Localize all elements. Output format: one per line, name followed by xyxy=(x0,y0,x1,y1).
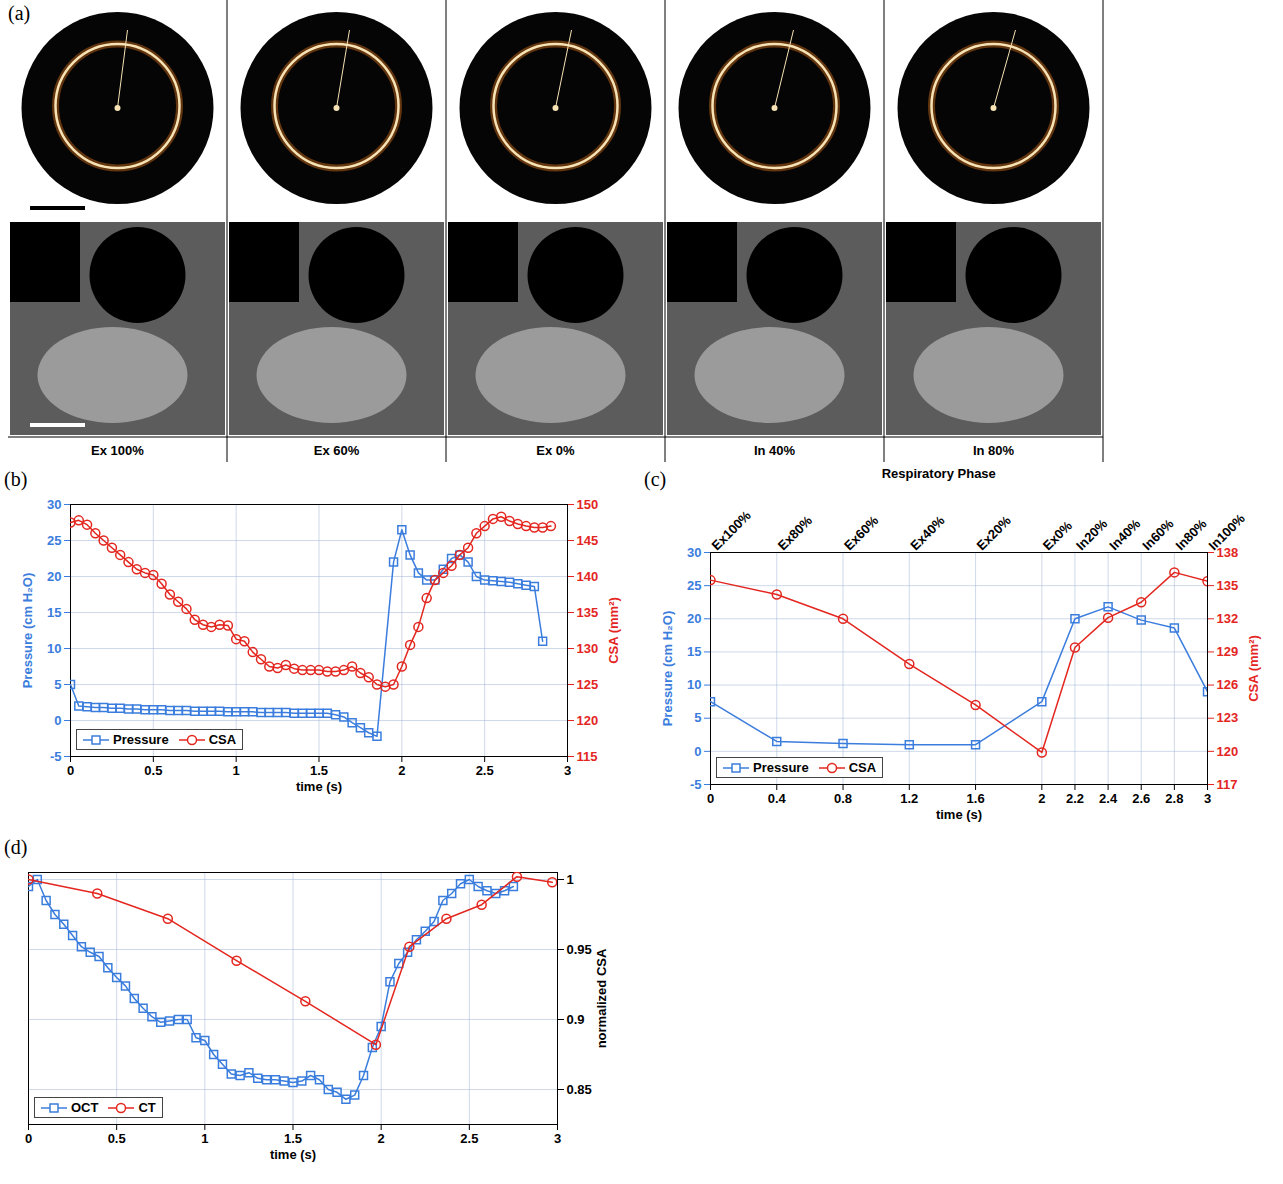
svg-text:In100%: In100% xyxy=(1206,511,1249,554)
svg-text:1.5: 1.5 xyxy=(310,763,328,778)
svg-text:time (s): time (s) xyxy=(296,779,342,794)
html-text:CSA: CSA xyxy=(208,732,237,747)
html-text:CSA: CSA xyxy=(848,760,877,775)
svg-text:0: 0 xyxy=(707,791,714,806)
svg-text:In 80%: In 80% xyxy=(973,443,1015,458)
svg-text:15: 15 xyxy=(687,644,701,659)
svg-text:In40%: In40% xyxy=(1106,516,1143,553)
svg-text:3: 3 xyxy=(554,1131,561,1146)
svg-text:1.5: 1.5 xyxy=(284,1131,302,1146)
svg-text:3: 3 xyxy=(564,763,571,778)
svg-text:0: 0 xyxy=(25,1131,32,1146)
svg-text:2.2: 2.2 xyxy=(1066,791,1084,806)
svg-text:20: 20 xyxy=(47,569,61,584)
svg-text:2.8: 2.8 xyxy=(1165,791,1183,806)
svg-text:0.5: 0.5 xyxy=(144,763,162,778)
svg-text:30: 30 xyxy=(47,497,61,512)
svg-text:0.85: 0.85 xyxy=(567,1082,592,1097)
svg-text:Ex0%: Ex0% xyxy=(1040,518,1075,553)
svg-text:Ex80%: Ex80% xyxy=(775,513,816,554)
svg-text:145: 145 xyxy=(577,533,599,548)
svg-text:5: 5 xyxy=(54,677,61,692)
svg-text:125: 125 xyxy=(577,677,599,692)
html-text:(c): (c) xyxy=(644,468,667,490)
html-text:CT: CT xyxy=(138,1100,156,1115)
svg-text:10: 10 xyxy=(47,641,61,656)
svg-text:-5: -5 xyxy=(50,749,62,764)
svg-text:5: 5 xyxy=(694,710,701,725)
svg-text:CSA (mm²): CSA (mm²) xyxy=(1246,635,1261,702)
svg-text:10: 10 xyxy=(687,677,701,692)
svg-text:2.4: 2.4 xyxy=(1099,791,1118,806)
svg-text:150: 150 xyxy=(577,497,599,512)
svg-text:120: 120 xyxy=(1217,744,1239,759)
svg-text:Pressure (cm H₂O): Pressure (cm H₂O) xyxy=(660,611,675,727)
svg-text:0: 0 xyxy=(67,763,74,778)
svg-text:1: 1 xyxy=(567,872,574,887)
svg-text:Ex100%: Ex100% xyxy=(709,507,755,553)
svg-text:25: 25 xyxy=(47,533,61,548)
html-text:(d): (d) xyxy=(4,836,28,858)
svg-text:In20%: In20% xyxy=(1073,516,1110,553)
html-text:OCT: OCT xyxy=(71,1100,99,1115)
svg-text:0: 0 xyxy=(694,744,701,759)
svg-text:1: 1 xyxy=(233,763,240,778)
svg-text:138: 138 xyxy=(1217,545,1239,560)
svg-text:In60%: In60% xyxy=(1139,516,1176,553)
svg-text:120: 120 xyxy=(577,713,599,728)
svg-text:0.4: 0.4 xyxy=(768,791,787,806)
svg-text:In80%: In80% xyxy=(1172,516,1209,553)
svg-text:2.5: 2.5 xyxy=(476,763,494,778)
svg-text:117: 117 xyxy=(1217,777,1238,792)
svg-text:1.6: 1.6 xyxy=(967,791,985,806)
svg-text:2: 2 xyxy=(1038,791,1045,806)
svg-text:0.8: 0.8 xyxy=(834,791,852,806)
svg-text:Ex 0%: Ex 0% xyxy=(536,443,575,458)
svg-text:115: 115 xyxy=(577,749,598,764)
svg-text:126: 126 xyxy=(1217,677,1239,692)
svg-text:Ex60%: Ex60% xyxy=(841,513,882,554)
svg-text:Ex20%: Ex20% xyxy=(974,513,1015,554)
svg-text:0.5: 0.5 xyxy=(108,1131,126,1146)
svg-text:15: 15 xyxy=(47,605,61,620)
svg-text:Ex40%: Ex40% xyxy=(907,513,948,554)
svg-text:2.5: 2.5 xyxy=(460,1131,478,1146)
html-text:Pressure: Pressure xyxy=(753,760,809,775)
html-text:Respiratory Phase: Respiratory Phase xyxy=(881,466,996,481)
svg-text:25: 25 xyxy=(687,578,701,593)
svg-text:-5: -5 xyxy=(690,777,702,792)
svg-text:2: 2 xyxy=(378,1131,385,1146)
html-text:(a): (a) xyxy=(8,2,31,24)
svg-text:Pressure (cm H₂O): Pressure (cm H₂O) xyxy=(20,573,35,689)
svg-text:130: 130 xyxy=(577,641,599,656)
html-text:(b): (b) xyxy=(4,468,28,490)
svg-text:0: 0 xyxy=(54,713,61,728)
svg-text:140: 140 xyxy=(577,569,599,584)
svg-text:123: 123 xyxy=(1217,710,1239,725)
svg-text:2.6: 2.6 xyxy=(1132,791,1150,806)
svg-text:0.95: 0.95 xyxy=(567,942,592,957)
svg-text:time (s): time (s) xyxy=(936,807,982,822)
svg-text:20: 20 xyxy=(687,611,701,626)
svg-text:30: 30 xyxy=(687,545,701,560)
svg-text:normalized CSA: normalized CSA xyxy=(594,948,609,1048)
svg-text:time (s): time (s) xyxy=(270,1147,316,1162)
svg-text:132: 132 xyxy=(1217,611,1239,626)
html-text:Pressure: Pressure xyxy=(113,732,169,747)
svg-text:1.2: 1.2 xyxy=(900,791,918,806)
svg-text:CSA (mm²): CSA (mm²) xyxy=(606,597,621,664)
svg-text:Ex 60%: Ex 60% xyxy=(314,443,360,458)
svg-text:135: 135 xyxy=(577,605,599,620)
svg-text:2: 2 xyxy=(398,763,405,778)
svg-text:In 40%: In 40% xyxy=(754,443,796,458)
svg-text:129: 129 xyxy=(1217,644,1239,659)
svg-text:135: 135 xyxy=(1217,578,1239,593)
svg-text:1: 1 xyxy=(201,1131,208,1146)
svg-text:0.9: 0.9 xyxy=(567,1012,585,1027)
svg-text:3: 3 xyxy=(1204,791,1211,806)
svg-text:Ex 100%: Ex 100% xyxy=(91,443,144,458)
